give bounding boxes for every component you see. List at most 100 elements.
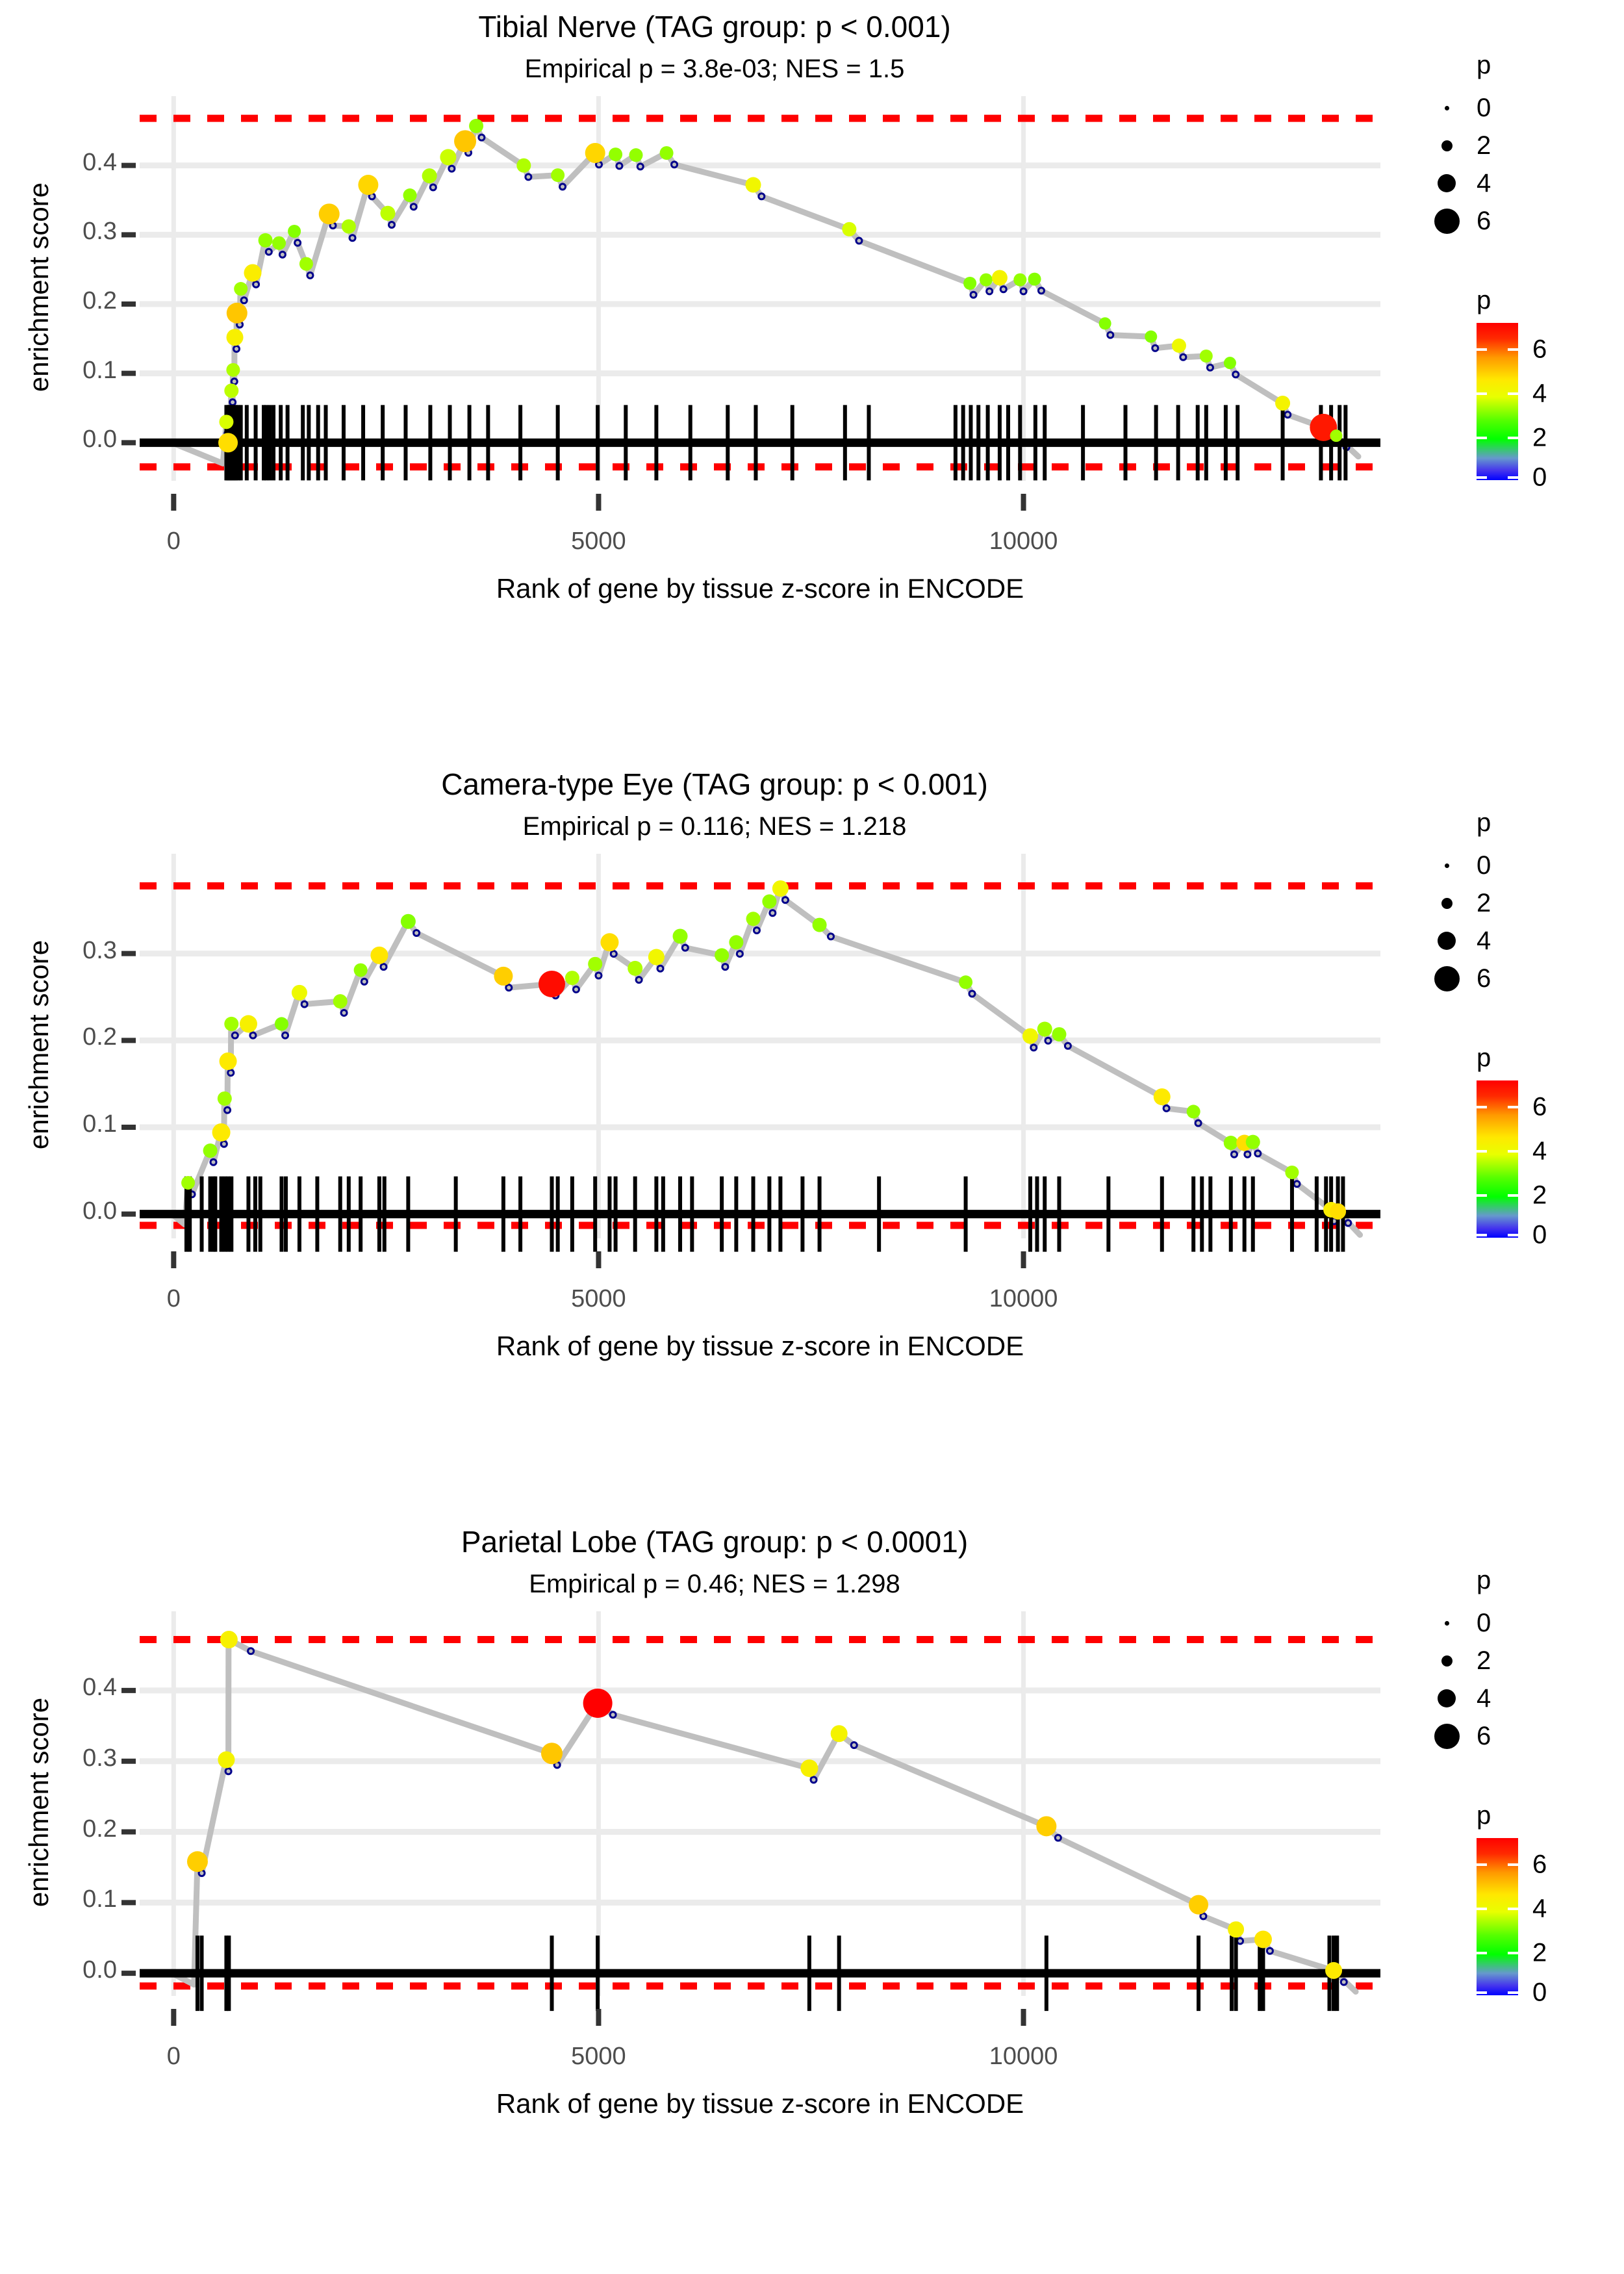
size-legend-row: 6 bbox=[1426, 202, 1491, 240]
gsea-panel: Parietal Lobe (TAG group: p < 0.0001) Emp… bbox=[0, 1515, 1624, 2273]
enrichment-point bbox=[400, 913, 416, 929]
enrichment-point bbox=[628, 960, 643, 976]
color-legend-tick-label: 4 bbox=[1532, 1894, 1547, 1923]
x-axis-tick-label: 5000 bbox=[571, 2043, 626, 2070]
enrichment-point bbox=[1254, 1930, 1272, 1948]
size-legend-title: p bbox=[1477, 51, 1491, 79]
enrichment-point bbox=[422, 168, 437, 184]
enrichment-point bbox=[538, 970, 565, 997]
enrichment-point bbox=[746, 912, 761, 926]
color-legend-notch bbox=[1508, 348, 1518, 351]
size-legend-dot bbox=[1438, 932, 1456, 950]
enrichment-point bbox=[959, 975, 973, 990]
enrichment-point bbox=[217, 1091, 232, 1106]
enrichment-point bbox=[1186, 1105, 1200, 1119]
size-legend-label: 4 bbox=[1477, 168, 1491, 198]
enrichment-point bbox=[353, 963, 368, 977]
size-legend-row: 0 bbox=[1426, 89, 1491, 127]
enrichment-point bbox=[380, 205, 396, 221]
color-legend-notch bbox=[1477, 1991, 1487, 1995]
color-legend-tick-label: 6 bbox=[1532, 1850, 1547, 1879]
gsea-panel: Camera-type Eye (TAG group: p < 0.001) Em… bbox=[0, 758, 1624, 1515]
color-legend-notch bbox=[1477, 1234, 1487, 1237]
color-legend-notch bbox=[1477, 1149, 1487, 1153]
enrichment-point bbox=[288, 225, 301, 238]
x-axis-label: Rank of gene by tissue z-score in ENCODE bbox=[496, 2088, 1024, 2119]
size-legend-label: 6 bbox=[1477, 964, 1491, 993]
color-legend-tick-label: 0 bbox=[1532, 1220, 1547, 1249]
size-legend-row: 0 bbox=[1426, 1604, 1491, 1642]
enrichment-point bbox=[1037, 1021, 1052, 1037]
y-axis-tick-label: 0.2 bbox=[82, 287, 117, 314]
enrichment-point bbox=[1275, 396, 1291, 411]
color-legend: p 6 4 2 0 bbox=[1426, 286, 1547, 492]
color-legend-tick-label: 2 bbox=[1532, 1181, 1547, 1210]
size-legend-dot bbox=[1441, 897, 1453, 909]
enrichment-point bbox=[224, 383, 239, 398]
x-axis-tick-label: 0 bbox=[166, 1285, 181, 1312]
plot-canvas bbox=[121, 96, 1380, 511]
size-legend: p 0 2 4 6 bbox=[1426, 51, 1491, 240]
color-legend-notch bbox=[1508, 1194, 1518, 1197]
enrichment-point bbox=[800, 1759, 818, 1778]
enrichment-point bbox=[244, 264, 262, 282]
running-enrichment-line bbox=[169, 123, 1362, 466]
enrichment-point bbox=[1228, 1921, 1245, 1938]
enrichment-point bbox=[1285, 1165, 1299, 1179]
color-legend-notch bbox=[1477, 348, 1487, 351]
color-legend-notch bbox=[1477, 436, 1487, 439]
size-legend-label: 0 bbox=[1477, 93, 1491, 122]
enrichment-point bbox=[585, 142, 605, 163]
y-axis-tick-label: 0.1 bbox=[82, 1885, 117, 1913]
size-legend-row: 2 bbox=[1426, 884, 1491, 922]
size-legend-row: 6 bbox=[1426, 960, 1491, 997]
enrichment-point bbox=[333, 994, 348, 1009]
size-legend: p 0 2 4 6 bbox=[1426, 1566, 1491, 1755]
x-axis-tick-label: 10000 bbox=[989, 528, 1058, 555]
size-legend-row: 4 bbox=[1426, 922, 1491, 960]
enrichment-point bbox=[239, 1015, 257, 1033]
enrichment-point bbox=[812, 917, 827, 932]
enrichment-point bbox=[1171, 339, 1186, 353]
x-axis-tick-label: 5000 bbox=[571, 528, 626, 555]
size-legend-label: 4 bbox=[1477, 926, 1491, 955]
color-legend-notch bbox=[1508, 1863, 1518, 1867]
color-legend-notch bbox=[1477, 1951, 1487, 1954]
y-axis-tick-label: 0.0 bbox=[82, 1197, 117, 1225]
enrichment-point bbox=[729, 935, 744, 950]
y-axis-tick-label: 0.4 bbox=[82, 148, 117, 176]
enrichment-point bbox=[1145, 330, 1158, 343]
x-axis-tick-label: 10000 bbox=[989, 2043, 1058, 2070]
enrichment-point bbox=[403, 188, 417, 203]
color-legend-title: p bbox=[1477, 1043, 1491, 1072]
enrichment-point bbox=[565, 971, 579, 986]
y-axis-tick-label: 0.2 bbox=[82, 1023, 117, 1051]
enrichment-point bbox=[540, 1743, 563, 1765]
enrichment-point bbox=[609, 147, 623, 162]
size-legend-label: 4 bbox=[1477, 1683, 1491, 1713]
color-legend-notch bbox=[1477, 1907, 1487, 1910]
size-legend-dot bbox=[1438, 1689, 1456, 1707]
color-legend-tick-label: 6 bbox=[1532, 335, 1547, 364]
enrichment-point bbox=[440, 149, 457, 166]
enrichment-point bbox=[258, 233, 273, 248]
panel-title: Tibial Nerve (TAG group: p < 0.001) bbox=[478, 10, 951, 44]
enrichment-point bbox=[186, 1851, 208, 1872]
enrichment-point bbox=[219, 1052, 237, 1070]
enrichment-point bbox=[181, 1175, 196, 1190]
color-legend-tick-label: 4 bbox=[1532, 1136, 1547, 1166]
size-legend-dot bbox=[1444, 105, 1449, 110]
enrichment-point bbox=[454, 130, 477, 153]
enrichment-point bbox=[274, 1017, 288, 1031]
enrichment-point bbox=[715, 948, 730, 963]
size-legend-title: p bbox=[1477, 1566, 1491, 1594]
color-gradient-bar bbox=[1477, 323, 1518, 480]
size-legend-row: 2 bbox=[1426, 127, 1491, 164]
color-legend-notch bbox=[1508, 1106, 1518, 1109]
enrichment-point bbox=[370, 946, 388, 964]
y-axis-tick-label: 0.0 bbox=[82, 1956, 117, 1984]
x-axis-tick-label: 5000 bbox=[571, 1285, 626, 1312]
size-legend-dot bbox=[1434, 208, 1460, 234]
color-legend-notch bbox=[1477, 1106, 1487, 1109]
enrichment-point bbox=[494, 966, 513, 986]
